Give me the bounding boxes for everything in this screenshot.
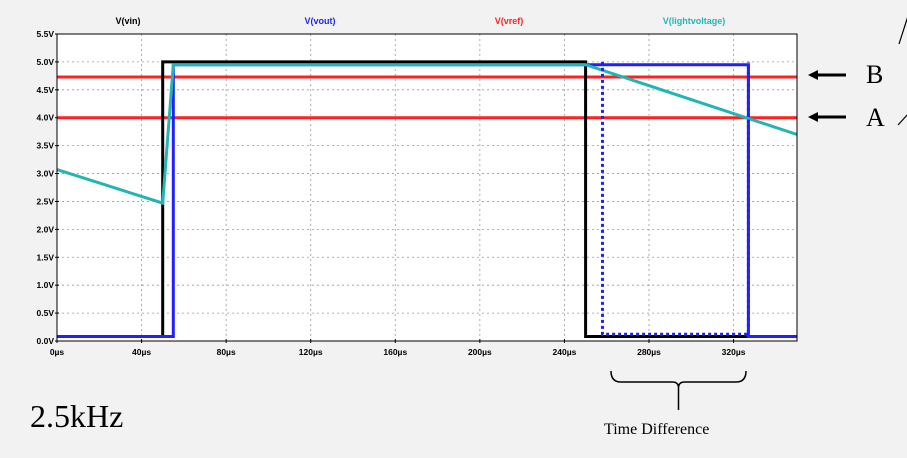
series-lightvoltage-line	[56, 63, 798, 206]
arrow-a-head	[808, 112, 818, 122]
legend-entry: V(vin)	[115, 16, 140, 26]
y-tick-label: 3.5V	[37, 141, 55, 151]
threshold-a-label: A	[866, 103, 885, 132]
y-tick-label: 3.0V	[37, 169, 55, 179]
x-tick-label: 80µs	[217, 347, 236, 357]
legend-entry: V(vref)	[495, 16, 524, 26]
plot-background	[57, 34, 797, 341]
time-difference-label: Time Difference	[604, 421, 710, 438]
y-tick-label: 2.5V	[37, 196, 55, 206]
y-tick-label: 0.5V	[37, 308, 55, 318]
y-tick-label: 2.0V	[37, 224, 55, 234]
y-tick-label: 1.5V	[37, 252, 55, 262]
legend-entry: V(vout)	[305, 16, 336, 26]
annotation-arrows	[610, 17, 907, 410]
x-tick-label: 120µs	[299, 347, 323, 357]
x-axis: 0µs 40µs 80µs 120µs 160µs 200µs 240µs 280µs 320µ…	[50, 339, 746, 357]
threshold-b-label: B	[866, 60, 884, 89]
y-tick-label: 0.0V	[37, 336, 55, 346]
time-difference-dotted-box	[600, 61, 750, 336]
plot-frame	[56, 33, 798, 342]
x-tick-label: 280µs	[637, 347, 661, 357]
arrow-b-head	[808, 70, 818, 80]
y-tick-label: 4.5V	[37, 85, 55, 95]
legend-entry: V(lightvoltage)	[663, 16, 726, 26]
x-tick-label: 240µs	[553, 347, 577, 357]
y-tick-label: 5.5V	[37, 29, 55, 39]
callout-line-a	[897, 114, 907, 126]
time-difference-brace	[610, 370, 747, 389]
frequency-label: 2.5kHz	[30, 398, 124, 434]
x-tick-label: 0µs	[50, 347, 65, 357]
y-tick-label: 5.0V	[37, 57, 55, 67]
y-axis: 0.0V 0.5V 1.0V 1.5V 2.0V 2.5V 3.0V 3.5V 4.0V 4.5V…	[37, 29, 59, 346]
legend: V(vin) V(vout) V(vref) V(lightvoltage)	[115, 16, 725, 26]
callout-line-b	[898, 17, 907, 45]
x-tick-label: 200µs	[468, 347, 492, 357]
x-tick-label: 40µs	[132, 347, 151, 357]
y-tick-label: 1.0V	[37, 280, 55, 290]
series-group	[56, 60, 798, 338]
x-tick-label: 160µs	[383, 347, 407, 357]
y-tick-label: 4.0V	[37, 113, 55, 123]
x-tick-label: 320µs	[722, 347, 746, 357]
